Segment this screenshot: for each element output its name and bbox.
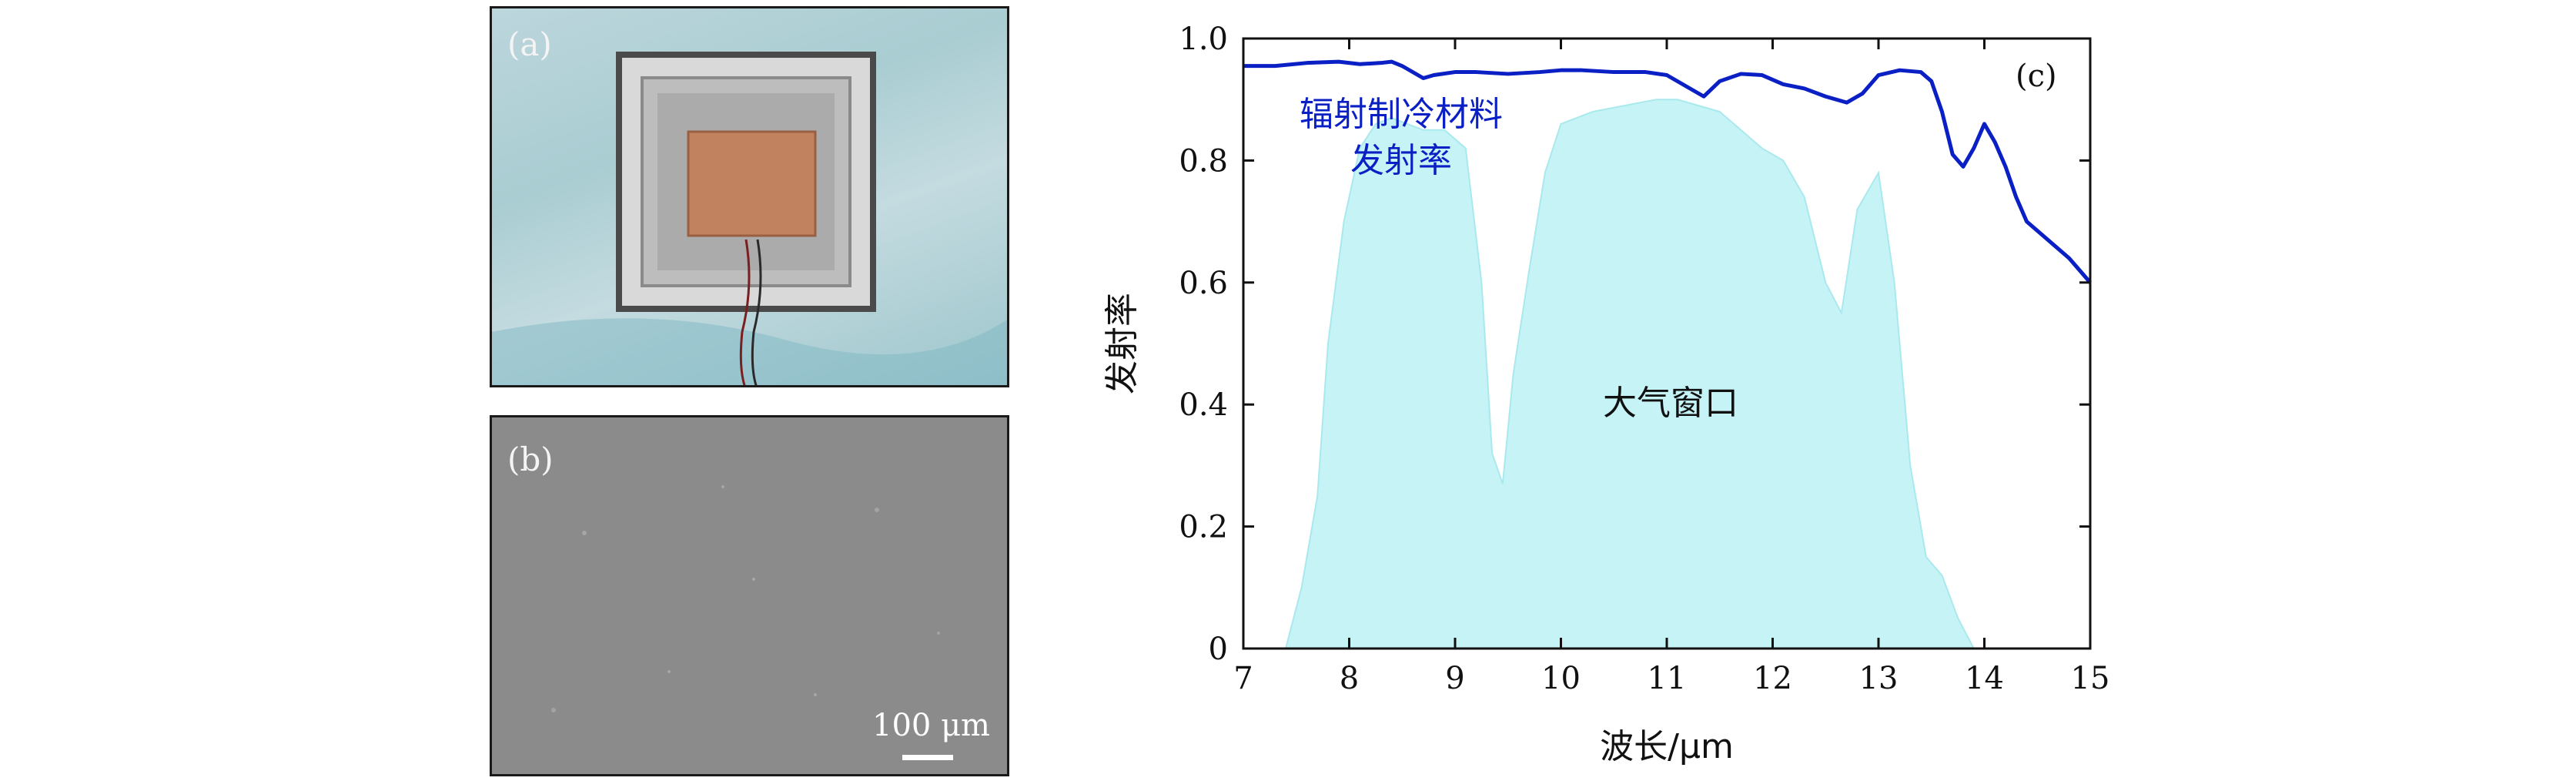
- scale-bar: [902, 755, 953, 760]
- x-tick-label: 11: [1648, 661, 1687, 696]
- panel-label-a: (a): [507, 25, 552, 63]
- y-tick-label: 0.2: [1179, 510, 1228, 545]
- y-tick-label: 1.0: [1179, 22, 1228, 57]
- y-tick-label: 0.8: [1179, 143, 1228, 179]
- sem-image: [492, 417, 1007, 774]
- emissivity-chart: 7 8 9 10 11 12 13 14 15 0 0.2 0.4 0.6 0.8 1.0 (c) 辐射制冷…: [1102, 22, 2110, 766]
- x-tick-label: 13: [1859, 661, 1899, 696]
- y-tick-label: 0.4: [1179, 387, 1228, 423]
- atmospheric-window-area: [1284, 99, 1975, 649]
- material-emissivity-label-line2: 发射率: [1350, 141, 1452, 180]
- y-tick-label: 0.6: [1179, 266, 1228, 301]
- device-photo-panel: (a): [490, 6, 1009, 387]
- sem-image-panel: (b) 100 μm: [490, 415, 1009, 776]
- x-tick-label: 14: [1965, 661, 2004, 696]
- material-emissivity-line: [1243, 59, 2092, 284]
- panel-label-c: (c): [2016, 59, 2057, 94]
- y-axis-title: 发射率: [1102, 293, 1142, 394]
- x-tick-label: 15: [2071, 661, 2110, 696]
- y-tick-label: 0: [1209, 632, 1228, 667]
- x-tick-label: 12: [1753, 661, 1792, 696]
- device-photo: [492, 52, 1007, 385]
- x-tick-label: 10: [1541, 661, 1581, 696]
- panel-label-b: (b): [507, 441, 554, 478]
- atmospheric-window-label: 大气窗口: [1603, 384, 1738, 423]
- x-tick-label: 9: [1445, 661, 1464, 696]
- scale-bar-label: 100 μm: [872, 708, 990, 743]
- x-axis-title: 波长/μm: [1600, 727, 1734, 766]
- x-tick-label: 8: [1340, 661, 1359, 696]
- material-emissivity-label-line1: 辐射制冷材料: [1300, 95, 1503, 134]
- x-tick-label: 7: [1233, 661, 1253, 696]
